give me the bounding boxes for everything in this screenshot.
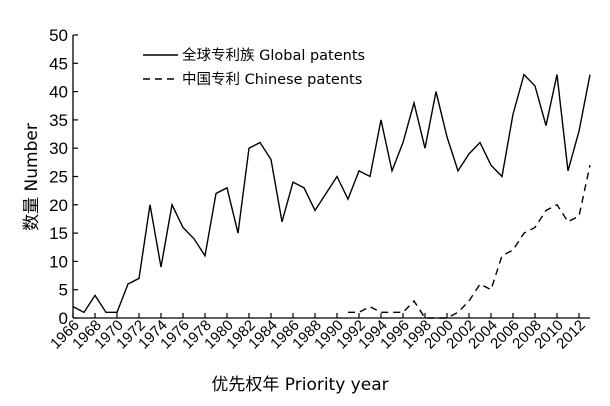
- y-tick-label: 5: [59, 281, 68, 300]
- y-axis-ticks: 0 5 10 15 20 25 30 35 40 45 50: [49, 26, 78, 328]
- series-lines: [72, 73, 591, 319]
- global-patents-line: [72, 73, 591, 314]
- legend: 全球专利族 Global patents 中国专利 Chinese patents: [143, 46, 365, 88]
- x-axis-ticks: 1966196819701972197419761978198019821984…: [47, 313, 589, 352]
- x-axis-title: 优先权年 Priority year: [211, 375, 388, 395]
- chinese-patents-line: [348, 165, 591, 319]
- y-tick-label: 50: [49, 26, 68, 45]
- y-tick-label: 40: [49, 83, 68, 102]
- y-tick-label: 45: [49, 54, 68, 73]
- y-tick-label: 35: [49, 111, 68, 130]
- y-tick-label: 20: [49, 196, 68, 215]
- y-tick-label: 10: [49, 252, 68, 271]
- y-axis-title: 数量 Number: [22, 123, 42, 231]
- y-tick-label: 25: [49, 168, 68, 187]
- y-tick-label: 15: [49, 224, 68, 243]
- y-tick-label: 30: [49, 139, 68, 158]
- legend-label-global: 全球专利族 Global patents: [182, 46, 365, 64]
- y-tick-label: 0: [59, 309, 68, 328]
- legend-label-chinese: 中国专利 Chinese patents: [182, 71, 362, 88]
